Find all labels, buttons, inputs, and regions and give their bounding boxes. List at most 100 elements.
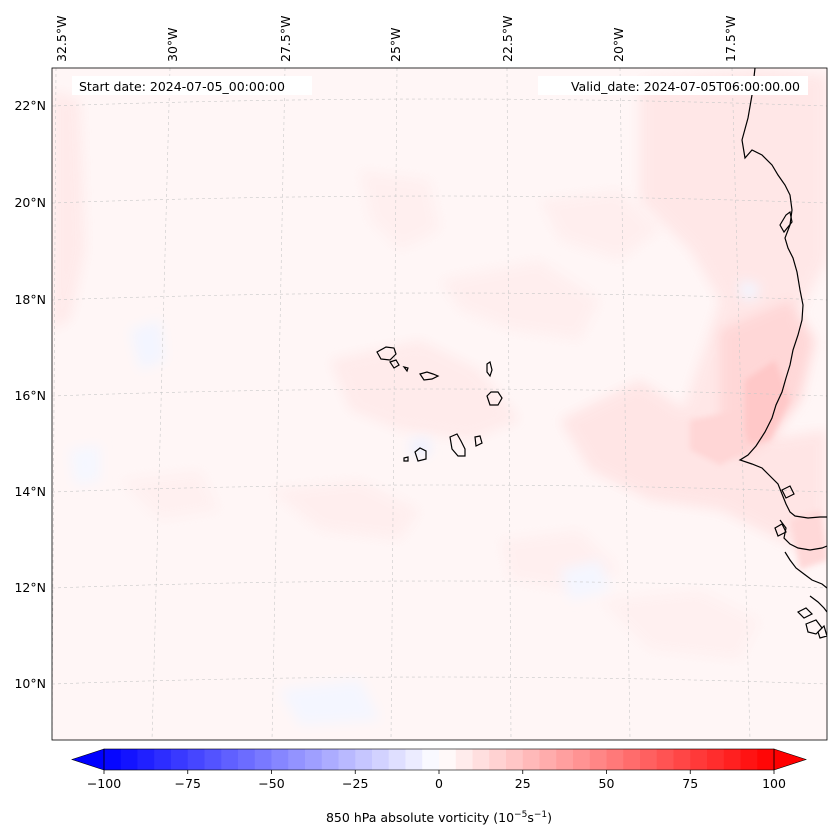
vorticity-patch — [640, 70, 827, 470]
colorbar-tick-label: 75 — [682, 776, 698, 791]
colorbar-cell — [489, 749, 507, 770]
vorticity-patch — [540, 190, 660, 260]
colorbar-cell — [690, 749, 708, 770]
coastline-island — [796, 607, 814, 619]
lat-label: 16°N — [14, 388, 46, 403]
vorticity-patch-negative — [280, 680, 380, 725]
vorticity-patch — [52, 90, 85, 330]
colorbar-cell — [640, 749, 658, 770]
colorbar-cell — [305, 749, 323, 770]
coastline-mainland — [809, 595, 827, 613]
colorbar-cell — [187, 749, 205, 770]
vorticity-patch — [330, 340, 520, 440]
colorbar-cell — [254, 749, 272, 770]
gridlines — [52, 68, 827, 740]
colorbar-cell — [238, 749, 256, 770]
map-panel: Start date: 2024-07-05_00:00:00 Valid_da… — [14, 16, 828, 741]
valid-date-box — [538, 76, 808, 95]
colorbar-tick-label: −100 — [87, 776, 121, 791]
colorbar-tick-label: 100 — [762, 776, 786, 791]
lat-label: 14°N — [14, 484, 46, 499]
colorbar-cell — [288, 749, 306, 770]
lat-label: 12°N — [14, 580, 46, 595]
vorticity-patch — [120, 470, 220, 520]
colorbar-tick-label: −75 — [175, 776, 201, 791]
colorbar-cell — [606, 749, 624, 770]
longitude-labels: 32.5°W 30°W 27.5°W 25°W 22.5°W 20°W 17.5… — [54, 16, 738, 62]
island-sao-vicente — [389, 359, 400, 369]
colorbar-cell — [355, 749, 373, 770]
start-date-label: Start date: 2024-07-05_00:00:00 — [79, 79, 285, 94]
colorbar-cells — [104, 749, 775, 770]
lon-label: 30°W — [165, 27, 180, 62]
lat-label: 22°N — [14, 98, 46, 113]
colorbar-cell — [707, 749, 725, 770]
colorbar-cell — [405, 749, 423, 770]
colorbar-cell — [472, 749, 490, 770]
colorbar-cell — [455, 749, 473, 770]
colorbar-cell — [623, 749, 641, 770]
colorbar-tick-label: −50 — [258, 776, 284, 791]
colorbar-cell — [120, 749, 138, 770]
vorticity-patch — [690, 410, 750, 465]
lon-label: 32.5°W — [54, 16, 69, 62]
lon-label: 17.5°W — [723, 16, 738, 62]
colorbar-cell — [104, 749, 122, 770]
vorticity-patch-negative — [130, 320, 165, 370]
colorbar-cell — [154, 749, 172, 770]
coastline-mainland — [784, 551, 827, 589]
vorticity-patch — [600, 590, 760, 660]
lon-label: 25°W — [388, 27, 403, 62]
vorticity-patch — [745, 360, 790, 445]
cape-verde-islands — [376, 346, 503, 462]
colorbar-title: 850 hPa absolute vorticity (10−5s−1) — [326, 810, 552, 825]
vorticity-patch — [440, 260, 600, 340]
colorbar-cell — [439, 749, 457, 770]
island-santo-antao — [376, 346, 397, 361]
coastline-island — [817, 624, 827, 639]
vorticity-patch — [270, 480, 420, 540]
map-frame — [51, 67, 828, 741]
coastline-mainland — [779, 519, 827, 551]
colorbar-cell — [204, 749, 222, 770]
vorticity-patch — [560, 380, 827, 560]
colorbar-cell — [573, 749, 591, 770]
colorbar-cell — [221, 749, 239, 770]
lon-label: 27.5°W — [278, 16, 293, 62]
colorbar-cell — [137, 749, 155, 770]
colorbar-extend-high — [773, 748, 807, 771]
colorbar-tick-label: 50 — [599, 776, 615, 791]
colorbar-cell — [723, 749, 741, 770]
lon-label: 20°W — [611, 27, 626, 62]
latitude-labels: 22°N 20°N 18°N 16°N 14°N 12°N 10°N — [14, 98, 46, 691]
colorbar-title-main: 850 hPa absolute vorticity (10 — [326, 810, 514, 825]
island-brava — [403, 456, 409, 462]
colorbar-cell — [522, 749, 540, 770]
colorbar-cell — [338, 749, 356, 770]
vorticity-patch-negative — [70, 445, 100, 485]
valid-date-label: Valid_date: 2024-07-05T06:00:00.00 — [571, 79, 800, 94]
lon-label: 22.5°W — [500, 16, 515, 62]
colorbar-title-end: ) — [547, 810, 552, 825]
colorbar-cell — [757, 749, 775, 770]
colorbar-cell — [321, 749, 339, 770]
coastline-island — [774, 523, 787, 537]
start-date-box — [72, 76, 312, 95]
island-sao-nicolau — [419, 371, 440, 381]
vorticity-patch — [790, 510, 827, 570]
colorbar-cell — [740, 749, 758, 770]
colorbar-tick-label: 0 — [435, 776, 443, 791]
colorbar-cell — [422, 749, 440, 770]
coastline-island — [781, 485, 795, 499]
island-fogo — [414, 447, 427, 462]
colorbar-tick-label: −25 — [342, 776, 368, 791]
vorticity-patch-negative — [740, 280, 760, 300]
colorbar-cell — [388, 749, 406, 770]
vorticity-patch-negative — [410, 438, 430, 456]
island-santiago — [449, 433, 466, 457]
colorbar-cell — [271, 749, 289, 770]
colorbar-extend-low — [71, 748, 105, 771]
lat-label: 10°N — [14, 676, 46, 691]
island-santa-luzia — [402, 366, 409, 373]
